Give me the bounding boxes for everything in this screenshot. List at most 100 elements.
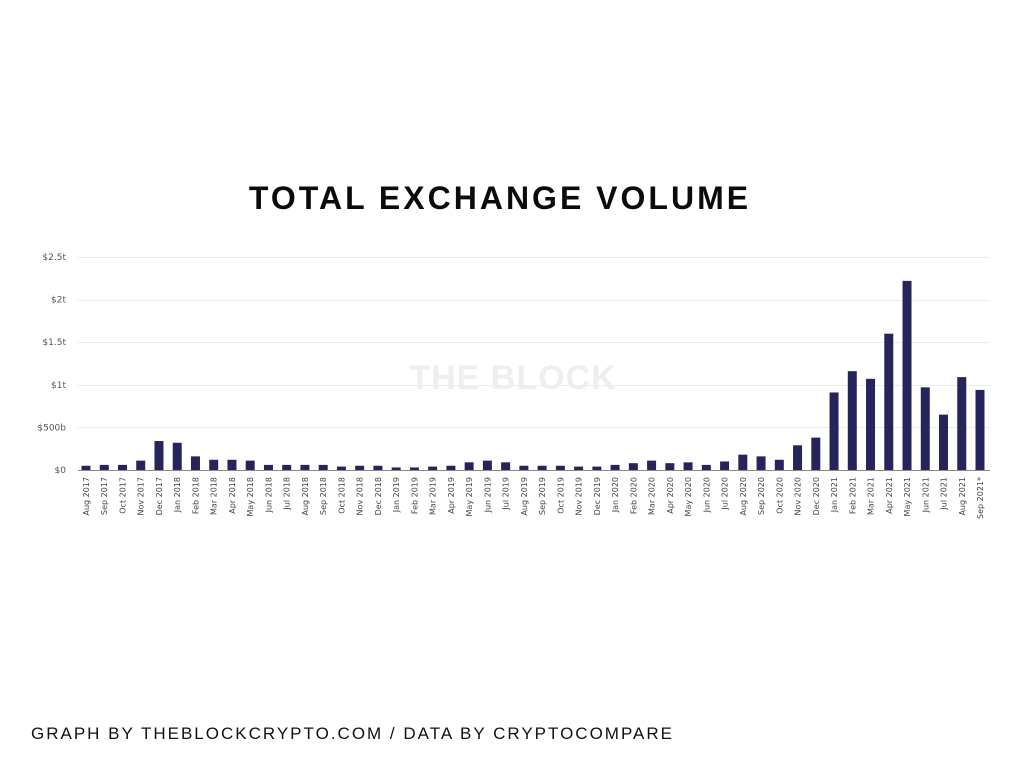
bar <box>975 389 985 470</box>
bar <box>245 460 255 470</box>
x-tick-label: Oct 2020 <box>775 477 784 514</box>
x-tick-label: Sep 2021* <box>976 477 985 519</box>
x-tick-label: Jun 2019 <box>483 477 492 513</box>
y-tick-label: $2.5t <box>42 253 66 263</box>
y-tick-label: $1.5t <box>42 338 66 348</box>
x-tick-label: May 2018 <box>246 477 255 516</box>
x-tick-label: Dec 2020 <box>812 477 821 515</box>
x-tick-label: Nov 2018 <box>356 477 365 516</box>
bar <box>464 462 474 470</box>
x-tick-label: Jul 2021 <box>940 477 949 511</box>
x-tick-label: Jan 2018 <box>173 477 182 513</box>
bar <box>409 467 419 470</box>
y-tick-label: $2t <box>51 296 66 306</box>
bar <box>793 445 803 470</box>
x-tick-label: Dec 2019 <box>593 477 602 515</box>
x-tick-label: Oct 2018 <box>337 477 346 514</box>
bar <box>811 437 821 470</box>
x-tick-label: Apr 2019 <box>447 477 456 514</box>
x-tick-label: Feb 2021 <box>848 477 857 514</box>
bar <box>920 387 930 470</box>
x-tick-label: Mar 2020 <box>648 477 657 515</box>
x-tick-label: Jun 2021 <box>921 477 930 513</box>
bar <box>628 463 638 470</box>
x-tick-label: Oct 2019 <box>556 477 565 514</box>
x-tick-label: Feb 2019 <box>410 477 419 514</box>
x-axis: Aug 2017 Sep 2017 Oct 2017 Nov 2017 Dec 2017… <box>82 477 985 519</box>
bar <box>482 460 492 470</box>
bar <box>665 463 675 470</box>
y-axis: $0 $500b $1t $1.5t $2t $2.5t <box>37 253 66 476</box>
bars <box>81 280 985 470</box>
bar <box>683 462 693 470</box>
bar <box>555 465 565 470</box>
x-tick-label: Sep 2020 <box>757 477 766 515</box>
x-tick-label: Nov 2020 <box>794 477 803 516</box>
x-tick-label: Apr 2020 <box>666 477 675 514</box>
watermark-text: THE BLOCK <box>409 359 616 397</box>
x-tick-label: Jul 2019 <box>502 477 511 511</box>
bar <box>647 460 657 470</box>
y-tick-label: $0 <box>55 466 67 476</box>
bar <box>884 333 894 470</box>
bar <box>446 465 456 470</box>
x-tick-label: Dec 2017 <box>155 477 164 515</box>
x-tick-label: Oct 2017 <box>118 477 127 514</box>
bar <box>154 441 164 470</box>
bar <box>209 459 219 470</box>
bar <box>756 456 766 470</box>
bar <box>738 454 748 470</box>
x-tick-label: Jul 2020 <box>721 477 730 511</box>
bar <box>501 462 511 470</box>
x-tick-label: Feb 2018 <box>191 477 200 514</box>
x-tick-label: Jul 2018 <box>283 477 292 511</box>
x-tick-label: Mar 2019 <box>429 477 438 515</box>
bar <box>537 465 547 470</box>
x-tick-label: Aug 2018 <box>301 477 310 516</box>
x-tick-label: Feb 2020 <box>629 477 638 514</box>
bar <box>172 442 182 470</box>
bar <box>866 378 876 470</box>
bar <box>574 466 584 470</box>
bar <box>428 466 438 470</box>
x-tick-label: Jan 2020 <box>611 477 620 513</box>
x-tick-label: May 2020 <box>684 477 693 516</box>
bar <box>701 464 711 470</box>
bar <box>391 467 401 470</box>
x-tick-label: May 2021 <box>903 477 912 516</box>
bar <box>592 466 602 470</box>
x-tick-label: Jan 2019 <box>392 477 401 513</box>
bar <box>227 459 237 470</box>
x-tick-label: May 2019 <box>465 477 474 516</box>
bar <box>355 465 365 470</box>
bar <box>847 371 857 470</box>
bar <box>774 459 784 470</box>
x-tick-label: Sep 2019 <box>538 477 547 515</box>
bar <box>318 464 328 470</box>
bar <box>190 456 200 470</box>
x-tick-label: Aug 2021 <box>958 477 967 516</box>
x-tick-label: Mar 2018 <box>210 477 219 515</box>
x-tick-label: Apr 2021 <box>885 477 894 514</box>
x-tick-label: Jun 2018 <box>264 477 273 513</box>
x-tick-label: Aug 2020 <box>739 477 748 516</box>
bar <box>336 466 346 470</box>
bar <box>99 464 109 470</box>
y-tick-label: $1t <box>51 381 66 391</box>
x-tick-label: Aug 2017 <box>82 477 91 516</box>
y-tick-label: $500b <box>37 423 66 433</box>
x-tick-label: Mar 2021 <box>867 477 876 515</box>
x-tick-label: Jun 2020 <box>702 477 711 513</box>
x-tick-label: Sep 2017 <box>100 477 109 515</box>
x-tick-label: Dec 2018 <box>374 477 383 515</box>
x-tick-label: Jan 2021 <box>830 477 839 513</box>
bar <box>263 464 273 470</box>
bar <box>373 465 383 470</box>
bar <box>829 392 839 470</box>
bar <box>136 460 146 470</box>
x-tick-label: Nov 2017 <box>137 477 146 516</box>
bar <box>720 461 730 470</box>
bar <box>902 280 912 470</box>
source-credit: GRAPH BY THEBLOCKCRYPTO.COM / DATA BY CR… <box>31 724 674 743</box>
